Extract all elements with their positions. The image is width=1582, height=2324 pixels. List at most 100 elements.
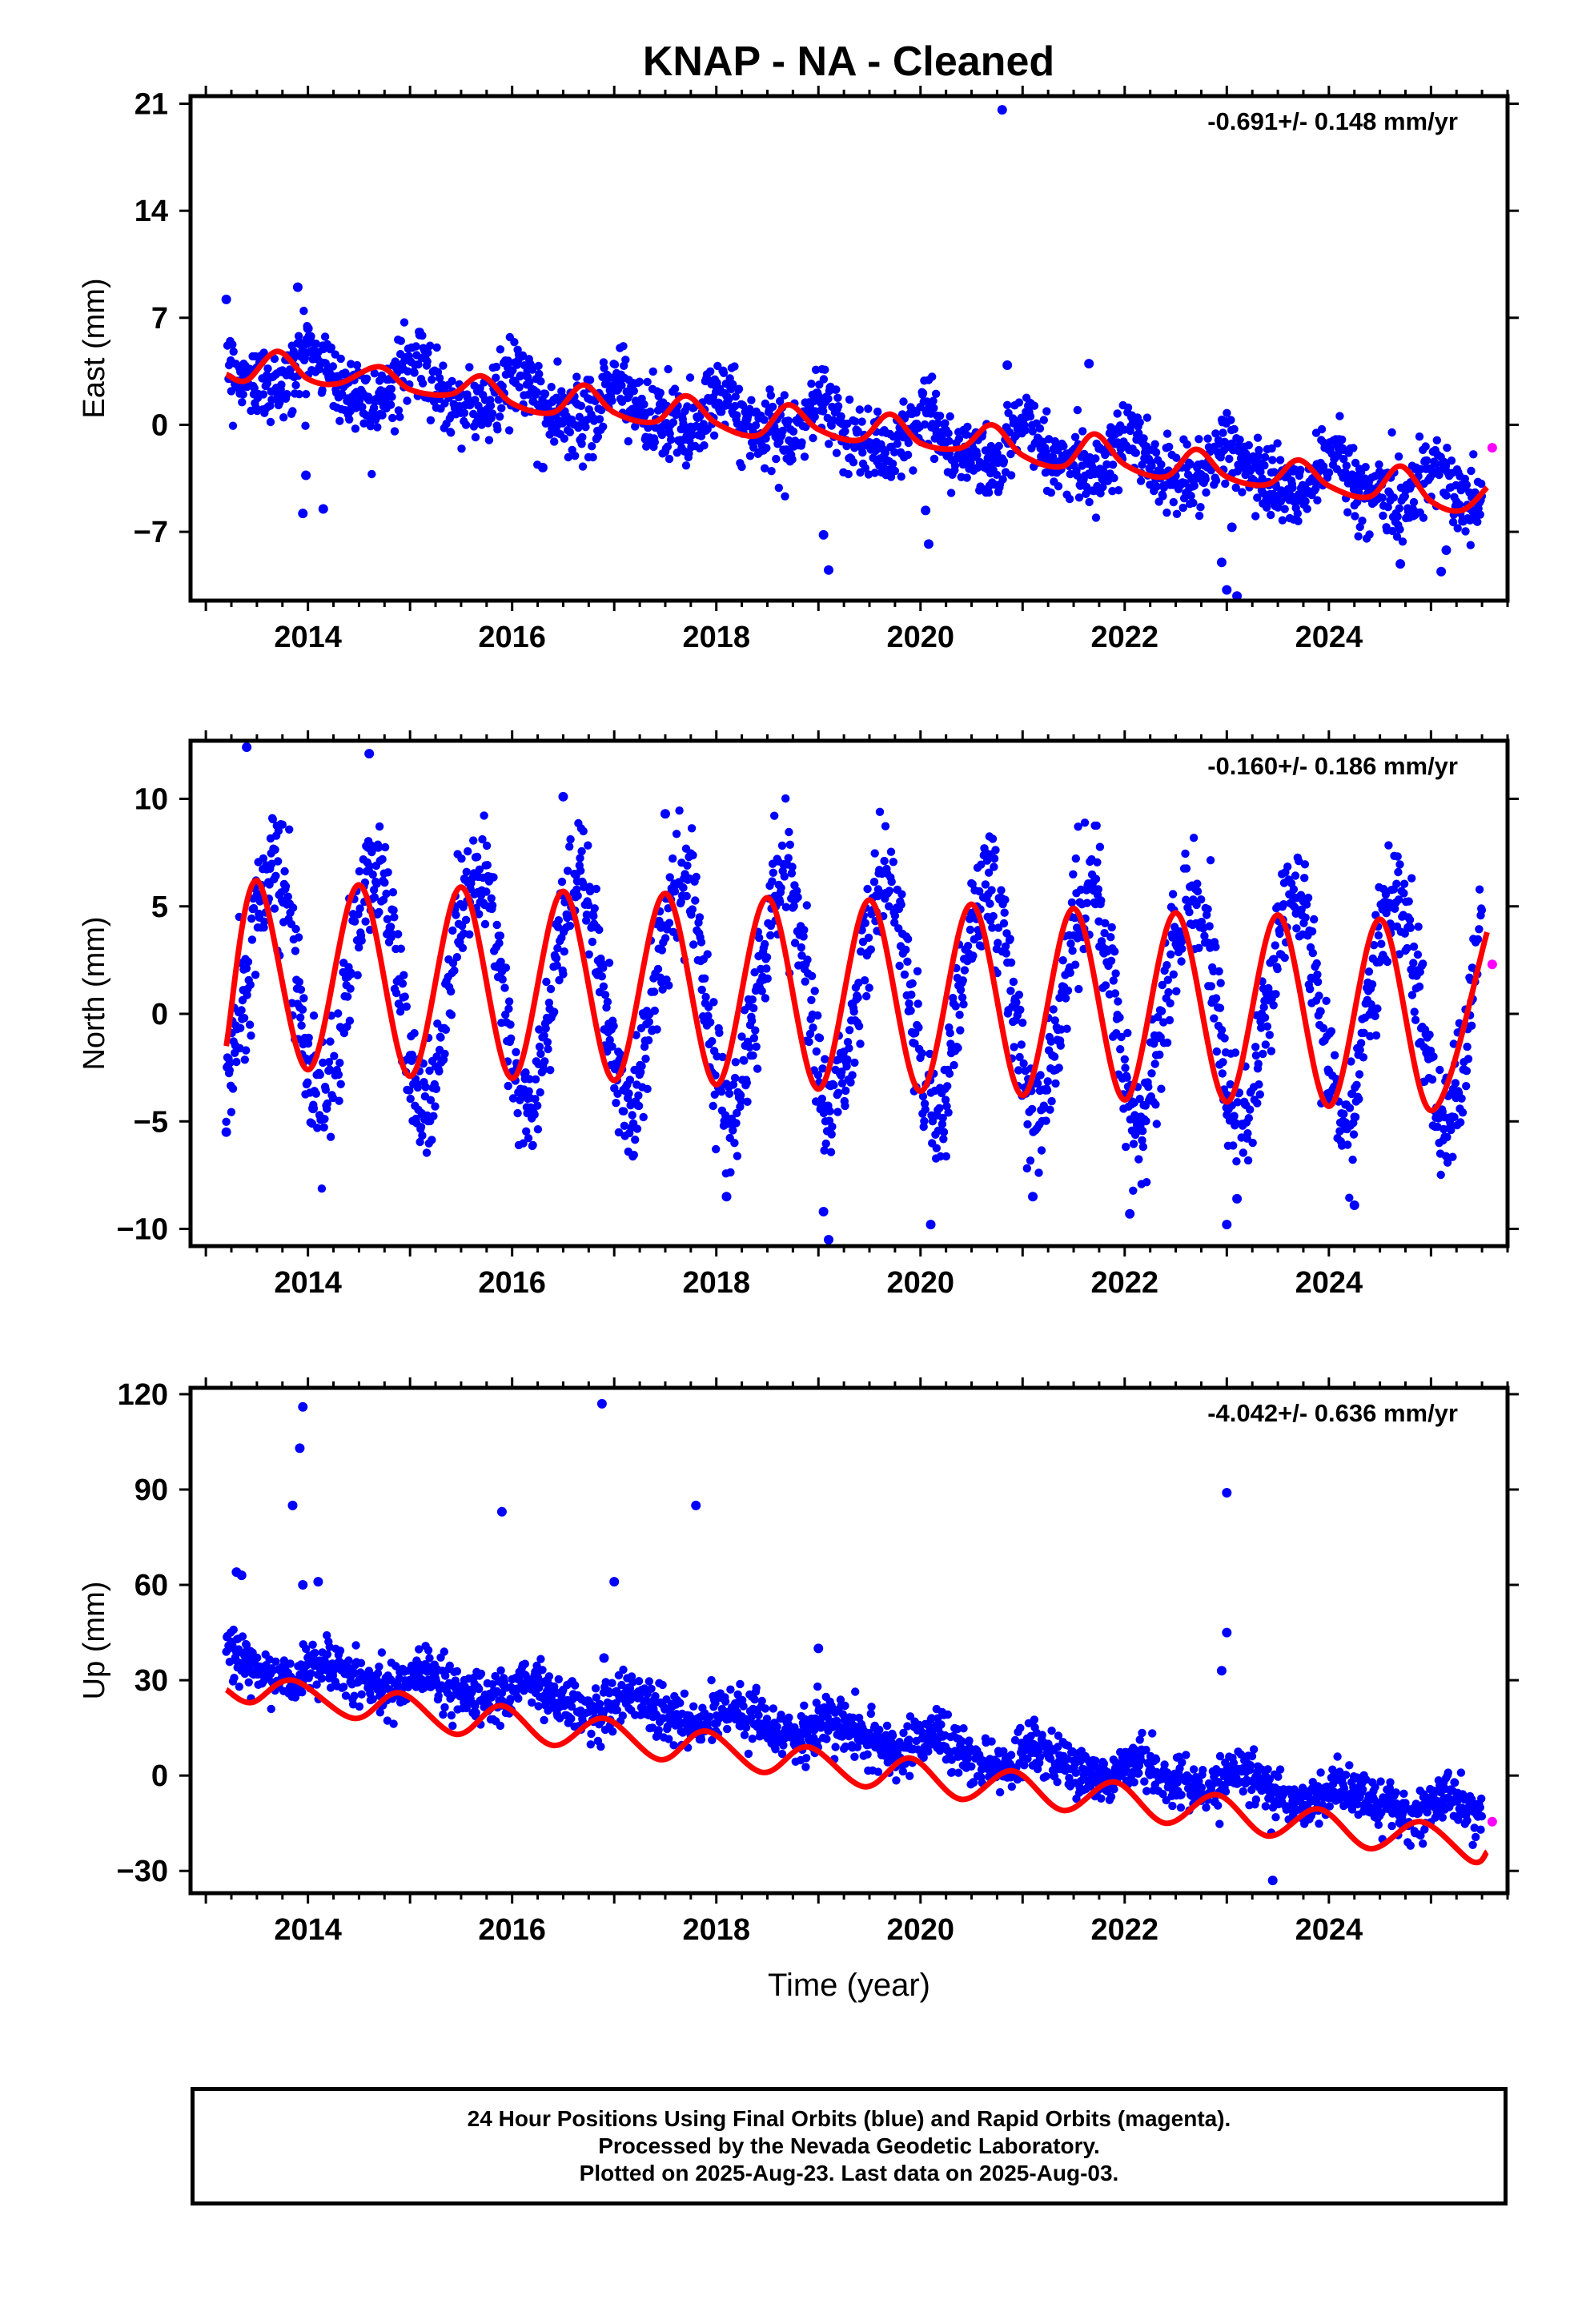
data-point [999, 919, 1009, 928]
data-point [335, 1059, 344, 1068]
data-point [518, 351, 528, 360]
data-point [1085, 497, 1094, 507]
data-point [854, 1022, 864, 1031]
data-point [890, 448, 899, 456]
data-point [628, 1111, 636, 1120]
data-point [907, 990, 916, 999]
data-point [1243, 1129, 1252, 1138]
data-point [807, 380, 816, 388]
data-point [1095, 842, 1105, 851]
data-point [247, 914, 256, 923]
data-point [857, 417, 866, 426]
data-point [1413, 950, 1423, 959]
data-point [1142, 1178, 1151, 1187]
data-point [955, 1011, 964, 1019]
data-point [793, 893, 802, 902]
data-point [832, 385, 841, 394]
data-point [1302, 900, 1311, 909]
data-point [1172, 453, 1181, 462]
data-point [1034, 1168, 1043, 1177]
data-point [1035, 424, 1045, 433]
data-point [387, 384, 396, 393]
data-point [336, 354, 345, 364]
data-point [572, 372, 581, 381]
data-point [225, 1658, 234, 1667]
data-point [1219, 1058, 1227, 1067]
y-tick-label: 0 [151, 408, 168, 442]
data-point [448, 1691, 456, 1701]
data-point [1043, 1077, 1052, 1086]
data-point [492, 920, 501, 930]
data-point [565, 921, 575, 931]
data-point [1037, 1146, 1046, 1155]
data-point [595, 1699, 604, 1708]
data-point [553, 923, 563, 931]
data-point [358, 403, 367, 412]
data-point [1384, 841, 1393, 850]
data-point [1101, 450, 1110, 460]
data-point [1238, 488, 1247, 497]
outlier-point [1232, 591, 1243, 601]
data-point [524, 1087, 533, 1096]
data-point [1371, 1011, 1379, 1021]
data-point [373, 423, 382, 432]
data-point [259, 854, 268, 863]
data-point [271, 845, 279, 854]
data-point [890, 918, 899, 927]
data-point [1108, 460, 1118, 469]
data-point [1036, 1071, 1045, 1080]
data-point [640, 400, 648, 409]
data-point [757, 987, 766, 995]
data-point [328, 362, 338, 371]
data-point [555, 975, 564, 985]
data-point [281, 882, 291, 891]
data-point [842, 441, 851, 451]
data-point [1017, 1040, 1026, 1049]
data-point [1172, 509, 1182, 518]
data-point [864, 933, 873, 943]
data-point [534, 1702, 543, 1711]
data-point [1073, 405, 1082, 415]
data-point [768, 877, 777, 886]
data-point [1366, 1031, 1375, 1041]
data-point [482, 841, 492, 850]
data-point [1435, 1065, 1444, 1075]
rapid-orbit-point [1487, 443, 1497, 453]
data-point [1049, 1005, 1058, 1014]
data-point [920, 1116, 929, 1126]
data-point [396, 944, 405, 953]
data-point [944, 428, 953, 438]
outlier-point [303, 324, 313, 334]
data-point [1150, 1059, 1159, 1068]
data-point [780, 391, 789, 400]
data-point [833, 1088, 843, 1097]
data-point [918, 388, 928, 398]
plot-frame [188, 94, 1510, 603]
data-point [1343, 1140, 1352, 1149]
data-point [639, 1112, 648, 1122]
data-point [493, 425, 502, 434]
data-point [1201, 475, 1211, 484]
outlier-point [242, 742, 252, 753]
data-point [311, 1648, 319, 1658]
data-point [412, 342, 420, 351]
data-point [850, 1058, 859, 1068]
data-point [805, 1037, 813, 1047]
data-point [380, 842, 390, 852]
data-point [781, 492, 789, 501]
data-point [302, 390, 311, 399]
data-point [825, 1107, 834, 1116]
data-point [1142, 413, 1152, 422]
data-point [619, 342, 628, 351]
data-point [629, 387, 638, 396]
data-point [1441, 461, 1451, 471]
x-tick-label: 2018 [682, 621, 750, 654]
data-point [396, 412, 404, 421]
data-point [450, 966, 459, 975]
data-point [1411, 1015, 1420, 1024]
data-point [1378, 493, 1387, 502]
data-point [1016, 1005, 1025, 1015]
data-point [1147, 1069, 1156, 1078]
data-point [595, 415, 604, 424]
data-point [870, 468, 879, 477]
